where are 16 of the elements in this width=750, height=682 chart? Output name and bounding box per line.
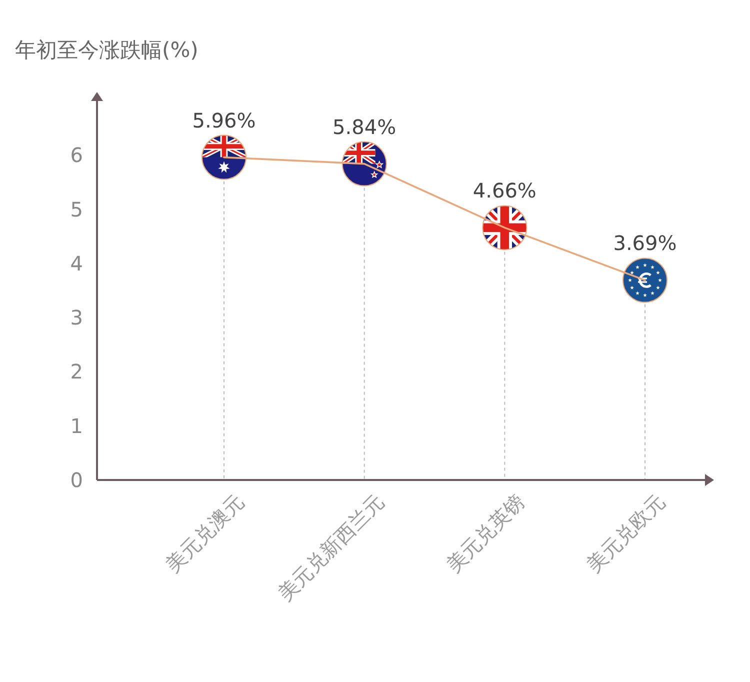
data-label: 5.96% — [192, 108, 256, 132]
data-label: 4.66% — [472, 178, 536, 203]
x-tick-label: 美元兑新西兰元 — [272, 490, 389, 606]
y-tick-label: 3 — [70, 306, 83, 330]
data-label: 5.84% — [332, 114, 396, 139]
y-tick-label: 1 — [70, 414, 83, 438]
y-tick-label: 5 — [70, 197, 83, 222]
y-tick-label: 2 — [70, 360, 83, 384]
x-tick-label: 美元兑澳元 — [160, 490, 248, 578]
data-label: 3.69% — [613, 231, 677, 256]
y-tick-label: 6 — [70, 143, 83, 168]
y-tick-label: 4 — [70, 251, 83, 276]
x-tick-label: 美元兑欧元 — [582, 490, 670, 578]
y-axis-title: 年初至今涨跌幅(%) — [15, 38, 198, 62]
y-tick-label: 0 — [70, 468, 83, 492]
x-tick-label: 美元兑英镑 — [441, 490, 530, 578]
